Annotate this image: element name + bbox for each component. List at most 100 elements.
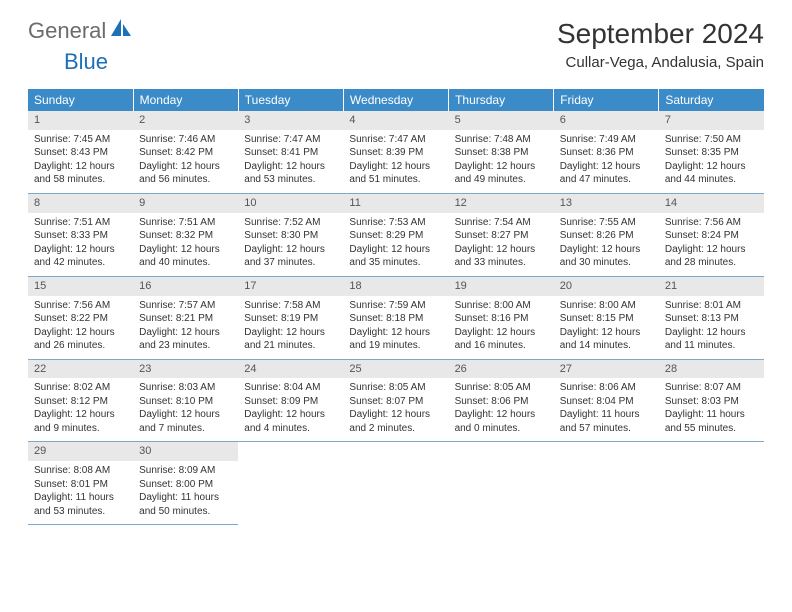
day-cell: Sunrise: 8:05 AMSunset: 8:06 PMDaylight:…: [449, 378, 554, 442]
sunrise-text: Sunrise: 8:09 AM: [139, 464, 232, 478]
day-content-row: Sunrise: 8:08 AMSunset: 8:01 PMDaylight:…: [28, 461, 764, 525]
daylight-text: Daylight: 12 hours and 42 minutes.: [34, 243, 127, 270]
daylight-text: Daylight: 12 hours and 49 minutes.: [455, 160, 548, 187]
sunset-text: Sunset: 8:12 PM: [34, 395, 127, 409]
daylight-text: Daylight: 12 hours and 51 minutes.: [349, 160, 442, 187]
daylight-text: Daylight: 12 hours and 30 minutes.: [560, 243, 653, 270]
day-cell: Sunrise: 7:58 AMSunset: 8:19 PMDaylight:…: [238, 296, 343, 360]
sunset-text: Sunset: 8:27 PM: [455, 229, 548, 243]
day-number: 22: [28, 359, 133, 378]
weekday-header: Saturday: [659, 89, 764, 111]
daylight-text: Daylight: 12 hours and 26 minutes.: [34, 326, 127, 353]
sunrise-text: Sunrise: 8:04 AM: [244, 381, 337, 395]
sunset-text: Sunset: 8:18 PM: [349, 312, 442, 326]
day-number-row: 1234567: [28, 111, 764, 130]
day-cell: Sunrise: 7:53 AMSunset: 8:29 PMDaylight:…: [343, 213, 448, 277]
day-cell: Sunrise: 8:08 AMSunset: 8:01 PMDaylight:…: [28, 461, 133, 525]
day-cell: Sunrise: 7:59 AMSunset: 8:18 PMDaylight:…: [343, 296, 448, 360]
day-number-row: 2930: [28, 442, 764, 461]
daylight-text: Daylight: 12 hours and 40 minutes.: [139, 243, 232, 270]
sunrise-text: Sunrise: 7:48 AM: [455, 133, 548, 147]
sunrise-text: Sunrise: 8:05 AM: [349, 381, 442, 395]
daylight-text: Daylight: 12 hours and 23 minutes.: [139, 326, 232, 353]
sunrise-text: Sunrise: 7:47 AM: [349, 133, 442, 147]
sunset-text: Sunset: 8:41 PM: [244, 146, 337, 160]
day-cell: Sunrise: 8:00 AMSunset: 8:16 PMDaylight:…: [449, 296, 554, 360]
sunrise-text: Sunrise: 7:51 AM: [139, 216, 232, 230]
day-number: [343, 442, 448, 461]
day-number: [449, 442, 554, 461]
calendar-table: Sunday Monday Tuesday Wednesday Thursday…: [28, 89, 764, 525]
sunrise-text: Sunrise: 7:59 AM: [349, 299, 442, 313]
weekday-header: Sunday: [28, 89, 133, 111]
day-number: 27: [554, 359, 659, 378]
sunrise-text: Sunrise: 7:53 AM: [349, 216, 442, 230]
day-number: 5: [449, 111, 554, 130]
sunset-text: Sunset: 8:36 PM: [560, 146, 653, 160]
day-number: 21: [659, 276, 764, 295]
sunset-text: Sunset: 8:00 PM: [139, 478, 232, 492]
day-content-row: Sunrise: 7:51 AMSunset: 8:33 PMDaylight:…: [28, 213, 764, 277]
day-number: 26: [449, 359, 554, 378]
sunrise-text: Sunrise: 7:56 AM: [665, 216, 758, 230]
day-cell: Sunrise: 7:56 AMSunset: 8:22 PMDaylight:…: [28, 296, 133, 360]
daylight-text: Daylight: 12 hours and 19 minutes.: [349, 326, 442, 353]
sunset-text: Sunset: 8:22 PM: [34, 312, 127, 326]
daylight-text: Daylight: 11 hours and 53 minutes.: [34, 491, 127, 518]
day-number: 29: [28, 442, 133, 461]
day-number: 7: [659, 111, 764, 130]
daylight-text: Daylight: 12 hours and 53 minutes.: [244, 160, 337, 187]
day-cell: [238, 461, 343, 525]
weekday-header: Wednesday: [343, 89, 448, 111]
day-cell: Sunrise: 7:46 AMSunset: 8:42 PMDaylight:…: [133, 130, 238, 194]
day-number: 20: [554, 276, 659, 295]
daylight-text: Daylight: 11 hours and 50 minutes.: [139, 491, 232, 518]
sunset-text: Sunset: 8:21 PM: [139, 312, 232, 326]
day-number: 18: [343, 276, 448, 295]
day-number-row: 15161718192021: [28, 276, 764, 295]
daylight-text: Daylight: 12 hours and 35 minutes.: [349, 243, 442, 270]
weekday-header: Tuesday: [238, 89, 343, 111]
sunrise-text: Sunrise: 8:00 AM: [455, 299, 548, 313]
day-cell: Sunrise: 8:01 AMSunset: 8:13 PMDaylight:…: [659, 296, 764, 360]
day-number: 19: [449, 276, 554, 295]
daylight-text: Daylight: 11 hours and 55 minutes.: [665, 408, 758, 435]
sunrise-text: Sunrise: 8:02 AM: [34, 381, 127, 395]
day-cell: Sunrise: 8:05 AMSunset: 8:07 PMDaylight:…: [343, 378, 448, 442]
sunrise-text: Sunrise: 7:58 AM: [244, 299, 337, 313]
sunrise-text: Sunrise: 8:06 AM: [560, 381, 653, 395]
day-number: 13: [554, 193, 659, 212]
sunrise-text: Sunrise: 7:54 AM: [455, 216, 548, 230]
day-cell: Sunrise: 7:52 AMSunset: 8:30 PMDaylight:…: [238, 213, 343, 277]
daylight-text: Daylight: 12 hours and 14 minutes.: [560, 326, 653, 353]
sunset-text: Sunset: 8:07 PM: [349, 395, 442, 409]
day-number: 2: [133, 111, 238, 130]
sunset-text: Sunset: 8:16 PM: [455, 312, 548, 326]
day-cell: Sunrise: 7:48 AMSunset: 8:38 PMDaylight:…: [449, 130, 554, 194]
day-content-row: Sunrise: 8:02 AMSunset: 8:12 PM Daylight:…: [28, 378, 764, 442]
day-number: 30: [133, 442, 238, 461]
day-cell: Sunrise: 7:49 AMSunset: 8:36 PMDaylight:…: [554, 130, 659, 194]
sunrise-text: Sunrise: 8:00 AM: [560, 299, 653, 313]
daylight-text: Daylight: 12 hours and 21 minutes.: [244, 326, 337, 353]
day-number: [554, 442, 659, 461]
day-number: 16: [133, 276, 238, 295]
day-number: 24: [238, 359, 343, 378]
logo-sail-icon: [111, 19, 133, 42]
daylight-text: Daylight: 12 hours and 4 minutes.: [244, 408, 337, 435]
daylight-text: Daylight: 11 hours and 57 minutes.: [560, 408, 653, 435]
daylight-text: Daylight: 12 hours and 7 minutes.: [139, 408, 232, 435]
day-cell: Sunrise: 8:07 AMSunset: 8:03 PMDaylight:…: [659, 378, 764, 442]
sunrise-text: Sunrise: 7:47 AM: [244, 133, 337, 147]
sunset-text: Sunset: 8:24 PM: [665, 229, 758, 243]
day-content-row: Sunrise: 7:45 AMSunset: 8:43 PMDaylight:…: [28, 130, 764, 194]
sunset-text: Sunset: 8:06 PM: [455, 395, 548, 409]
daylight-text: Daylight: 12 hours and 0 minutes.: [455, 408, 548, 435]
sunset-text: Sunset: 8:09 PM: [244, 395, 337, 409]
sunrise-text: Sunrise: 8:08 AM: [34, 464, 127, 478]
sunset-text: Sunset: 8:26 PM: [560, 229, 653, 243]
day-cell: Sunrise: 7:47 AMSunset: 8:39 PMDaylight:…: [343, 130, 448, 194]
day-content-row: Sunrise: 7:56 AMSunset: 8:22 PMDaylight:…: [28, 296, 764, 360]
sunset-text: Sunset: 8:32 PM: [139, 229, 232, 243]
day-cell: [343, 461, 448, 525]
